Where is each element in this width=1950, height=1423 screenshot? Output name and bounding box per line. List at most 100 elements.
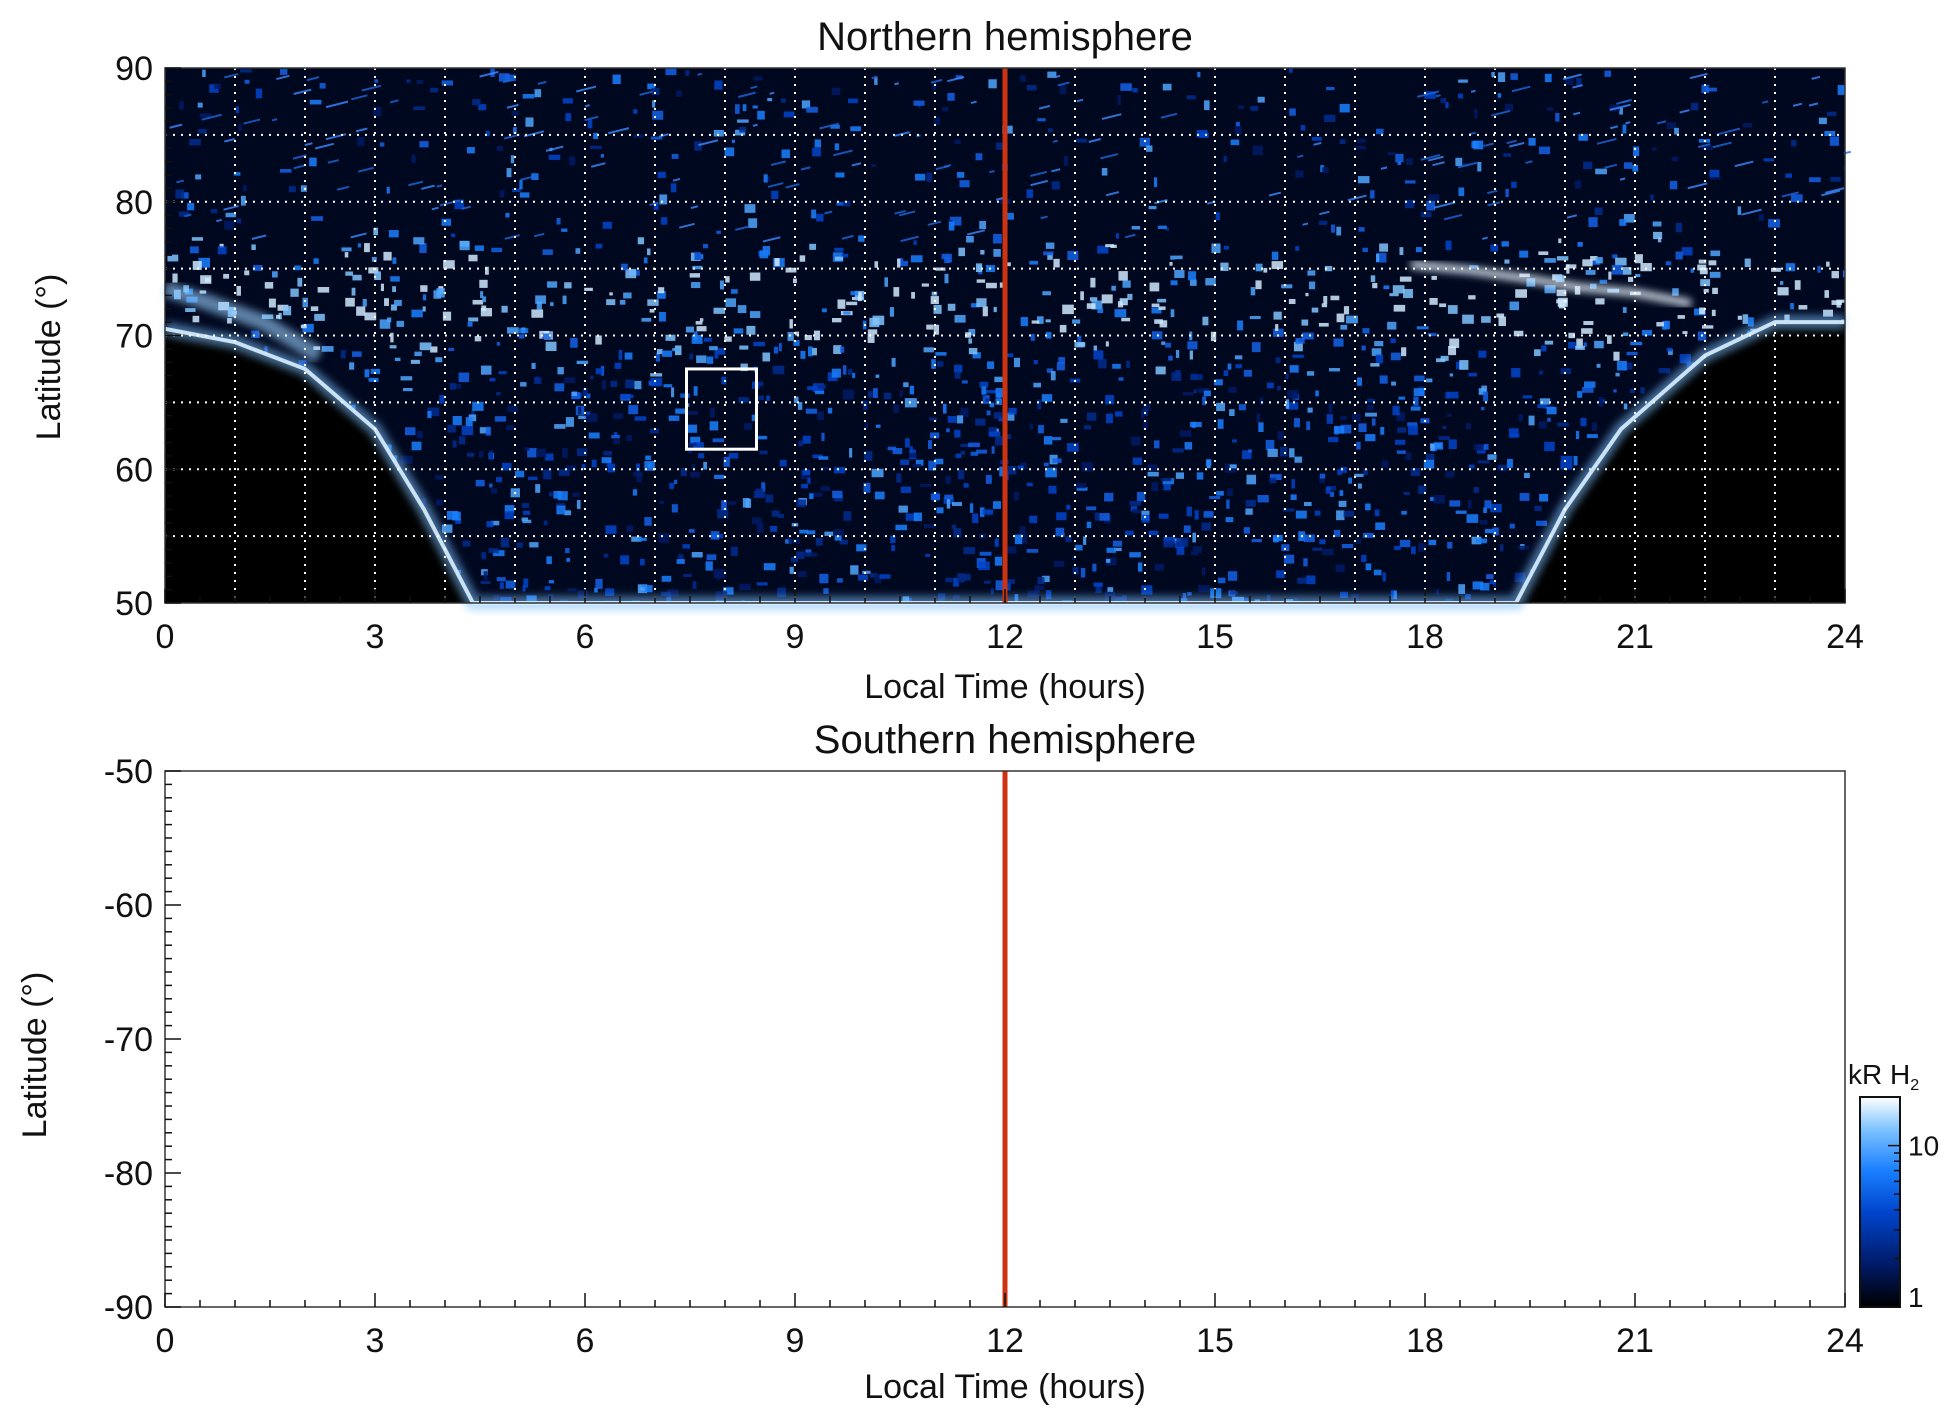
- emission-speck: [1565, 264, 1577, 269]
- emission-speck: [863, 451, 873, 461]
- emission-speck: [963, 547, 976, 555]
- polar-streak: [1781, 191, 1799, 198]
- emission-speck: [913, 240, 917, 245]
- emission-speck: [1198, 585, 1210, 593]
- emission-speck: [309, 157, 317, 167]
- emission-speck: [909, 446, 913, 453]
- emission-speck: [1162, 83, 1172, 91]
- emission-speck: [951, 524, 957, 530]
- emission-speck: [1392, 405, 1400, 416]
- emission-speck: [459, 241, 470, 251]
- emission-speck: [379, 319, 391, 329]
- polar-streak: [1481, 236, 1488, 240]
- polar-streak: [658, 133, 669, 138]
- x-tick-label: 12: [986, 1322, 1024, 1360]
- emission-speck: [628, 394, 634, 398]
- emission-speck: [1075, 544, 1083, 551]
- emission-speck: [832, 490, 843, 499]
- emission-speck: [1468, 295, 1476, 300]
- emission-speck: [1619, 107, 1623, 115]
- emission-speck: [834, 256, 844, 261]
- emission-speck: [1690, 102, 1699, 111]
- emission-speck: [879, 574, 891, 579]
- emission-speck: [1286, 402, 1299, 410]
- emission-speck: [1189, 279, 1197, 286]
- emission-speck: [427, 410, 432, 419]
- emission-speck: [1230, 591, 1238, 595]
- emission-speck: [1055, 527, 1065, 537]
- emission-speck: [975, 153, 983, 161]
- polar-streak: [223, 204, 239, 211]
- emission-speck: [1538, 251, 1549, 256]
- emission-speck: [1560, 368, 1572, 375]
- emission-speck: [986, 361, 995, 369]
- emission-speck: [1074, 483, 1087, 489]
- emission-speck: [1379, 375, 1388, 384]
- emission-speck: [1315, 390, 1319, 397]
- emission-speck: [930, 493, 941, 501]
- emission-speck: [960, 450, 966, 455]
- emission-speck: [1308, 281, 1316, 290]
- emission-speck: [626, 525, 634, 532]
- emission-speck: [1576, 77, 1582, 87]
- emission-speck: [1337, 469, 1342, 475]
- emission-speck: [1092, 563, 1097, 572]
- emission-speck: [1090, 277, 1096, 288]
- emission-speck: [406, 79, 411, 83]
- polar-streak: [336, 185, 350, 191]
- emission-speck: [1250, 287, 1256, 296]
- x-tick-label: 18: [1406, 1322, 1444, 1360]
- emission-speck: [661, 350, 673, 357]
- emission-speck: [1404, 180, 1416, 184]
- emission-speck: [793, 340, 800, 346]
- emission-speck: [954, 429, 961, 438]
- emission-speck: [647, 248, 651, 256]
- emission-speck: [1301, 332, 1314, 340]
- emission-speck: [1633, 146, 1640, 157]
- emission-speck: [1447, 541, 1453, 549]
- emission-speck: [1430, 443, 1435, 451]
- emission-speck: [1323, 114, 1336, 122]
- polar-streak: [752, 123, 758, 127]
- polar-streak: [1808, 102, 1819, 107]
- emission-speck: [834, 467, 846, 474]
- emission-speck: [985, 474, 992, 484]
- emission-speck: [443, 260, 455, 269]
- emission-speck: [454, 199, 465, 210]
- emission-speck: [1380, 426, 1385, 435]
- emission-speck: [1223, 245, 1229, 250]
- emission-speck: [1086, 412, 1097, 421]
- emission-speck: [400, 376, 413, 381]
- polar-streak: [590, 162, 606, 168]
- emission-speck: [181, 192, 189, 199]
- emission-speck: [223, 273, 230, 279]
- emission-speck: [238, 124, 242, 132]
- emission-speck: [812, 454, 823, 459]
- emission-speck: [1564, 77, 1574, 85]
- emission-speck: [268, 298, 276, 308]
- emission-speck: [276, 314, 281, 319]
- colorbar-gradient: [1859, 1096, 1901, 1308]
- emission-speck: [494, 416, 507, 422]
- emission-speck: [1710, 250, 1721, 257]
- emission-speck: [1170, 280, 1178, 286]
- emission-speck: [1277, 431, 1284, 440]
- polar-streak: [1483, 142, 1494, 148]
- emission-speck: [368, 377, 379, 382]
- emission-speck: [344, 252, 349, 258]
- emission-speck: [1640, 387, 1645, 394]
- emission-speck: [1330, 295, 1340, 301]
- emission-speck: [595, 335, 602, 345]
- polar-streak: [833, 149, 853, 157]
- emission-speck: [462, 540, 471, 547]
- emission-speck: [947, 415, 957, 423]
- emission-speck: [905, 513, 918, 521]
- emission-speck: [404, 427, 416, 436]
- x-tick-label: 12: [986, 618, 1024, 656]
- emission-speck: [867, 391, 873, 398]
- emission-speck: [1107, 587, 1114, 593]
- emission-speck: [1282, 508, 1295, 512]
- emission-speck: [896, 473, 902, 483]
- polar-streak: [1030, 179, 1049, 187]
